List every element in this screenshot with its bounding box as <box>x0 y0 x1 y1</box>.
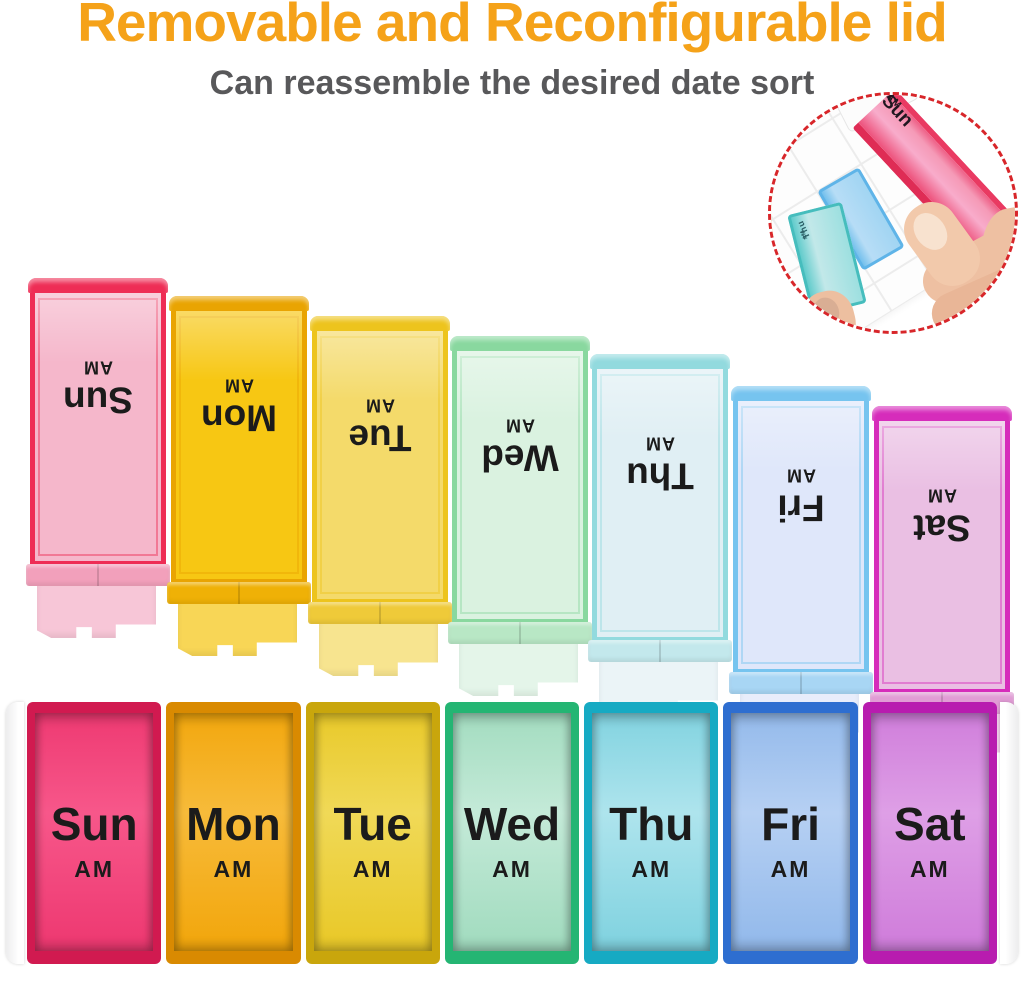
lid-day-label: Sat <box>913 508 971 549</box>
lid-am-label: AM <box>224 376 254 397</box>
lid-label: Thu AM <box>597 433 723 497</box>
lid-body: Sun AM <box>30 293 166 564</box>
lid-label: Fri AM <box>738 465 864 529</box>
compartment-day-label: Mon <box>186 798 281 850</box>
lid-hinge-cap <box>589 354 731 369</box>
compartment-interior: Thu AM <box>592 713 711 951</box>
lid-am-label: AM <box>365 396 395 417</box>
end-cap-right <box>1000 702 1018 964</box>
lid-body: Mon AM <box>171 311 307 582</box>
lid-am-label: AM <box>786 466 816 487</box>
compartment-tue: Tue AM <box>305 702 440 964</box>
lid-day-label: Wed <box>481 438 559 479</box>
compartment-day-label: Tue <box>333 798 412 850</box>
lid-am-label: AM <box>645 434 675 455</box>
lid-day-label: Sun <box>63 380 133 421</box>
lid-day-label: Thu <box>626 456 694 497</box>
lid-hinge-cap <box>27 278 169 293</box>
compartment-wed: Wed AM <box>444 702 580 964</box>
lid-hinge-cap <box>871 406 1013 421</box>
compartment-day-label: Sat <box>894 798 966 850</box>
compartment-am-label: AM <box>213 856 254 882</box>
compartment-day-label: Fri <box>761 798 820 850</box>
thumb-nail <box>906 206 955 257</box>
lid-body: Tue AM <box>312 331 448 602</box>
lid-day-label: Mon <box>200 398 278 439</box>
removed-lid-sun: Sun AM <box>25 278 171 638</box>
lid-label: Wed AM <box>457 415 583 479</box>
lid-body: Sat AM <box>874 421 1010 692</box>
compartment-fri: Fri AM <box>723 702 858 964</box>
lid-collar <box>166 582 312 604</box>
lid-hinge-cap <box>449 336 591 351</box>
compartment-am-label: AM <box>492 856 532 882</box>
compartment-day-label: Sun <box>50 798 138 850</box>
lid-collar <box>587 640 733 662</box>
compartment-interior: Mon AM <box>174 713 293 951</box>
lid-latch <box>458 644 579 696</box>
lid-hinge-cap <box>730 386 872 401</box>
compartment-am-label: AM <box>909 856 950 882</box>
lid-label: Tue AM <box>317 395 443 459</box>
compartment-mon: Mon AM <box>166 702 301 964</box>
compartment-day-label: Thu <box>609 798 694 850</box>
compartment-sat: Sat AM <box>862 702 997 964</box>
compartment-am-label: AM <box>631 856 672 882</box>
compartment-sun: Sun AM <box>27 702 162 964</box>
lid-body: Wed AM <box>452 351 588 622</box>
lid-label: Mon AM <box>176 375 302 439</box>
removed-lid-mon: Mon AM <box>166 296 312 656</box>
compartment-interior: Wed AM <box>452 713 572 951</box>
compartment-interior: Sun AM <box>35 713 154 951</box>
organizer-base: Sun AM Mon AM Tue AM Wed AM Thu AM Fri AM Sat AM <box>6 702 1018 964</box>
lid-am-label: AM <box>505 416 535 437</box>
headline: Removable and Reconfigurable lid <box>77 0 948 53</box>
lid-collar <box>307 602 453 624</box>
lid-body: Fri AM <box>733 401 869 672</box>
lid-label: Sat AM <box>879 485 1005 549</box>
lid-collar <box>25 564 171 586</box>
end-cap-left <box>6 702 24 964</box>
lid-day-label: Fri <box>777 488 825 529</box>
lid-day-label: Tue <box>348 418 412 459</box>
compartments: Sun AM Mon AM Tue AM Wed AM Thu AM Fri AM Sat AM <box>24 702 1000 964</box>
lid-am-label: AM <box>927 486 957 507</box>
compartment-thu: Thu AM <box>584 702 719 964</box>
compartment-day-label: Wed <box>463 798 561 850</box>
compartment-am-label: AM <box>74 856 115 882</box>
lid-latch <box>177 604 298 656</box>
lid-hinge-cap <box>168 296 310 311</box>
compartment-interior: Tue AM <box>313 713 432 951</box>
compartment-interior: Fri AM <box>731 713 850 951</box>
lid-collar <box>728 672 874 694</box>
lid-latch <box>318 624 439 676</box>
lid-collar <box>447 622 593 644</box>
compartment-interior: Sat AM <box>870 713 989 951</box>
left-thumb-nail <box>809 294 843 331</box>
removed-lid-fri: Fri AM <box>728 386 874 746</box>
removed-lid-wed: Wed AM <box>447 336 593 696</box>
lid-label: Sun AM <box>35 357 161 421</box>
removed-lid-thu: Thu AM <box>587 354 733 714</box>
inset-photo: Thu AM Sun AM <box>768 92 1018 334</box>
lid-hinge-cap <box>309 316 451 331</box>
removed-lid-tue: Tue AM <box>307 316 453 676</box>
subheadline: Can reassemble the desired date sort <box>209 64 815 102</box>
lid-latch <box>36 586 157 638</box>
lid-am-label: AM <box>83 358 113 379</box>
removed-lid-sat: Sat AM <box>869 406 1015 766</box>
compartment-am-label: AM <box>770 856 811 882</box>
lid-body: Thu AM <box>592 369 728 640</box>
compartment-am-label: AM <box>352 856 393 882</box>
